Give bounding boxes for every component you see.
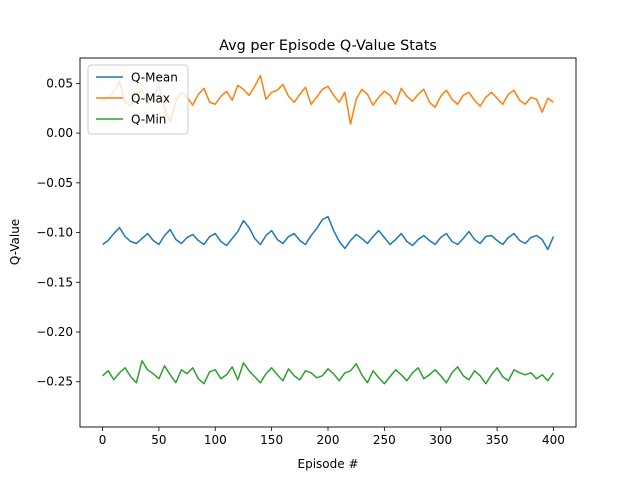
- x-tick-label: 50: [151, 433, 166, 447]
- x-tick-label: 400: [542, 433, 565, 447]
- series-line-q-min: [102, 360, 555, 385]
- y-tick-label: −0.05: [36, 176, 73, 190]
- legend: Q-Mean Q-Max Q-Min: [87, 64, 189, 135]
- x-tick-label: 200: [317, 433, 340, 447]
- x-tick-label: 150: [260, 433, 283, 447]
- y-axis-ticks: 0.05 0.00 −0.05 −0.10 −0.15 −0.20 −0.25: [36, 76, 80, 389]
- x-axis-ticks: 0 50 100 150 200 250 300 350 400: [99, 427, 565, 447]
- legend-label: Q-Max: [131, 92, 170, 106]
- y-tick-label: −0.15: [36, 275, 73, 289]
- y-tick-label: −0.25: [36, 375, 73, 389]
- x-tick-label: 0: [99, 433, 107, 447]
- y-axis-label: Q-Value: [8, 219, 22, 265]
- legend-label: Q-Mean: [131, 71, 178, 85]
- y-tick-label: −0.20: [36, 325, 73, 339]
- x-tick-label: 300: [429, 433, 452, 447]
- legend-box: [87, 64, 189, 135]
- x-axis-label: Episode #: [298, 457, 359, 471]
- x-tick-label: 250: [373, 433, 396, 447]
- y-tick-label: −0.10: [36, 226, 73, 240]
- x-tick-label: 350: [486, 433, 509, 447]
- x-tick-label: 100: [204, 433, 227, 447]
- y-tick-label: 0.00: [46, 126, 73, 140]
- chart-title: Avg per Episode Q-Value Stats: [219, 38, 437, 54]
- legend-label: Q-Min: [131, 113, 166, 127]
- series-line-q-mean: [102, 215, 555, 251]
- y-tick-label: 0.05: [46, 76, 73, 90]
